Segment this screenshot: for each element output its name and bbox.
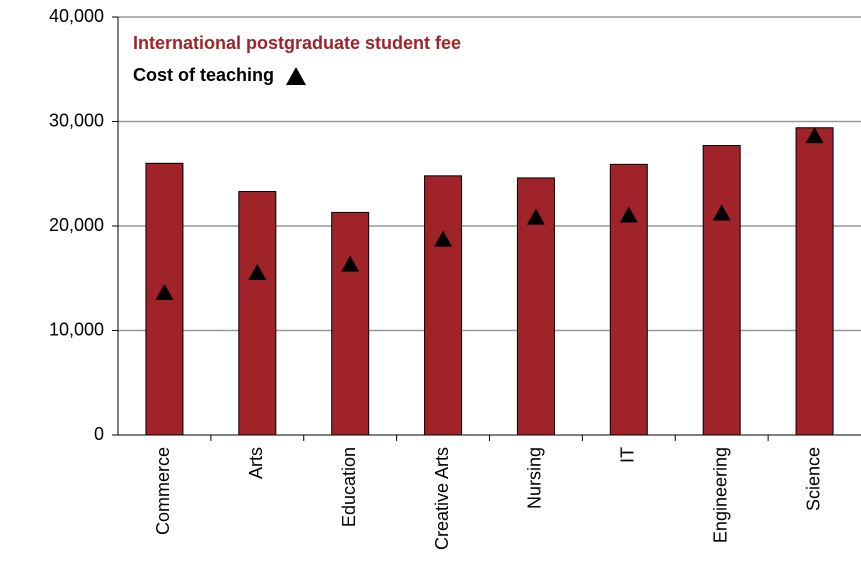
cost-marker (248, 264, 267, 281)
cost-marker (712, 204, 731, 221)
y-tick-label: 40,000 (49, 6, 104, 26)
legend-label: Cost of teaching (133, 65, 274, 85)
bar (609, 163, 648, 436)
bar (795, 127, 834, 436)
x-tick-label: Arts (246, 447, 266, 479)
x-tick-label: IT (618, 447, 638, 463)
legend-marker (286, 67, 307, 85)
bar (702, 145, 741, 436)
cost-marker (155, 283, 174, 300)
cost-marker (619, 206, 638, 223)
x-tick-label: Commerce (153, 447, 173, 535)
y-tick-label: 20,000 (49, 215, 104, 235)
y-tick-label: 30,000 (49, 110, 104, 130)
cost-marker (434, 230, 453, 247)
cost-marker (805, 127, 824, 144)
bar (424, 175, 463, 436)
y-tick-label: 10,000 (49, 319, 104, 339)
x-tick-label: Engineering (710, 447, 730, 543)
cost-marker (526, 208, 545, 225)
x-tick-label: Creative Arts (432, 447, 452, 550)
bar (238, 191, 277, 436)
legend-label: International postgraduate student fee (133, 33, 461, 53)
bar (331, 211, 370, 436)
cost-marker (341, 255, 360, 272)
x-tick-label: Education (339, 447, 359, 527)
y-tick-label: 0 (94, 424, 104, 444)
x-tick-label: Science (803, 447, 823, 511)
x-tick-label: Nursing (525, 447, 545, 509)
